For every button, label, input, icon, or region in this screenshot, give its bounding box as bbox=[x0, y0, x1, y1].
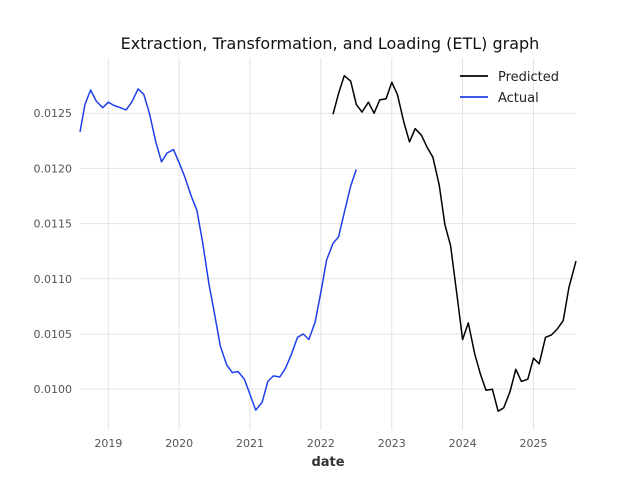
y-tick-label: 0.0120 bbox=[34, 162, 73, 175]
x-tick-label: 2025 bbox=[519, 437, 547, 450]
chart-title: Extraction, Transformation, and Loading … bbox=[121, 34, 540, 53]
y-tick-label: 0.0125 bbox=[34, 107, 73, 120]
x-axis-label: date bbox=[311, 455, 344, 470]
legend-label-predicted: Predicted bbox=[498, 70, 559, 85]
y-tick-label: 0.0105 bbox=[34, 328, 73, 341]
series-layer bbox=[79, 74, 577, 412]
y-tick-label: 0.0110 bbox=[34, 273, 73, 286]
tick-label-layer: 2019 2020 2021 2022 2023 2024 2025 0.0100 0.0105… bbox=[34, 107, 548, 450]
y-tick-label: 0.0100 bbox=[34, 383, 73, 396]
series-line-actual bbox=[79, 88, 358, 411]
legend: Predicted Actual bbox=[460, 70, 559, 106]
x-tick-label: 2019 bbox=[94, 437, 122, 450]
x-tick-label: 2023 bbox=[378, 437, 406, 450]
x-tick-label: 2020 bbox=[165, 437, 193, 450]
grid-layer bbox=[80, 58, 576, 430]
x-tick-label: 2021 bbox=[236, 437, 264, 450]
series-line-predicted bbox=[332, 74, 577, 412]
x-tick-label: 2024 bbox=[449, 437, 477, 450]
x-tick-label: 2022 bbox=[307, 437, 335, 450]
y-tick-label: 0.0115 bbox=[34, 218, 73, 231]
legend-label-actual: Actual bbox=[498, 91, 539, 106]
